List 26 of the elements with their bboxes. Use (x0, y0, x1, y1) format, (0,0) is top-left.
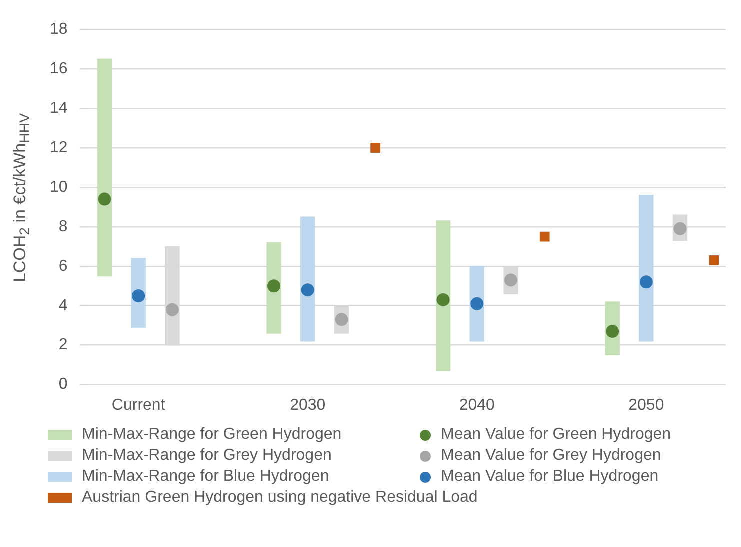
y-tick-label: 16 (50, 60, 68, 78)
bar (266, 242, 282, 334)
y-tick-label: 12 (50, 139, 68, 156)
legend-label: Min-Max-Range for Blue Hydrogen (82, 468, 330, 486)
bar (300, 216, 316, 342)
y-tick-label: 8 (58, 218, 68, 236)
legend-label: Mean Value for Green Hydrogen (441, 426, 672, 444)
legend-label: Austrian Green Hydrogen using negative Residual Load (82, 489, 478, 507)
x-tick-label: 2050 (628, 396, 664, 414)
bar (639, 195, 654, 342)
y-tick-label: 10 (50, 178, 68, 196)
x-tick-label: Current (112, 396, 166, 414)
y-tick-label: 14 (50, 100, 68, 117)
y-tick-label: 4 (58, 297, 68, 314)
legend-label: Mean Value for Grey Hydrogen (441, 447, 662, 465)
legend-label: Min-Max-Range for Grey Hydrogen (82, 447, 332, 465)
y-tick-label: 0 (58, 376, 68, 394)
legend-label: Mean Value for Blue Hydrogen (441, 468, 659, 486)
x-tick-label: 2040 (459, 396, 496, 414)
x-tick-label: 2030 (290, 396, 326, 414)
y-tick-label: 2 (58, 336, 68, 354)
y-tick-label: 6 (58, 258, 68, 275)
bar (97, 58, 112, 277)
y-tick-label: 18 (50, 21, 68, 38)
bar (436, 220, 451, 372)
legend-label: Min-Max-Range for Green Hydrogen (82, 426, 342, 444)
